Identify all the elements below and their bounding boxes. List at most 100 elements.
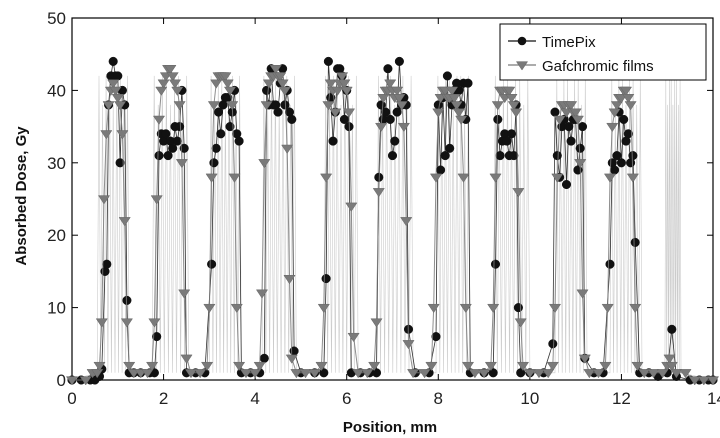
data-point-gafchromic <box>626 173 639 183</box>
data-point-gafchromic <box>507 101 520 111</box>
data-point-gafchromic <box>638 369 651 379</box>
data-point-gafchromic <box>258 159 271 169</box>
axes-group: 0 2 4 6 8 10 12 14 0 10 20 30 40 50 <box>47 9 720 408</box>
data-point-gafchromic <box>207 101 220 111</box>
data-point-gafchromic <box>100 130 113 140</box>
data-point-timepix <box>102 259 112 269</box>
data-point-gafchromic <box>107 79 120 89</box>
data-point-gafchromic <box>331 86 344 96</box>
x-tick-label: 4 <box>250 389 259 408</box>
data-point-gafchromic <box>239 369 253 379</box>
data-point-gafchromic <box>503 86 516 96</box>
data-point-timepix <box>502 136 512 146</box>
data-point-timepix <box>612 151 622 161</box>
data-point-gafchromic <box>201 361 214 372</box>
data-point-gafchromic <box>168 79 182 89</box>
data-point-timepix <box>550 107 560 117</box>
data-point-timepix <box>234 136 244 146</box>
data-point-timepix <box>623 129 633 139</box>
data-point-gafchromic <box>233 361 246 372</box>
x-tick-label: 6 <box>342 389 351 408</box>
x-tick-label: 12 <box>612 389 631 408</box>
data-point-gafchromic <box>514 318 527 328</box>
data-point-gafchromic <box>226 101 239 111</box>
data-point-gafchromic <box>150 195 163 205</box>
data-point-gafchromic <box>361 369 374 379</box>
data-point-gafchromic <box>228 173 241 183</box>
data-point-gafchromic <box>152 115 166 125</box>
plot-frame <box>71 17 714 381</box>
data-point-timepix <box>211 143 221 153</box>
data-point-gafchromic <box>146 361 159 372</box>
data-point-timepix <box>506 129 517 139</box>
data-point-timepix <box>575 143 585 153</box>
data-point-timepix <box>392 107 402 117</box>
data-point-gafchromic <box>427 303 440 314</box>
data-point-gafchromic <box>491 101 504 111</box>
data-point-gafchromic <box>118 217 131 227</box>
x-axis-label: Position, mm <box>343 419 437 436</box>
data-point-gafchromic <box>457 173 470 183</box>
data-point-gafchromic <box>400 217 413 227</box>
data-point-gafchromic <box>157 79 170 89</box>
data-point-gafchromic <box>601 303 614 314</box>
y-tick-label: 10 <box>47 299 66 318</box>
data-point-gafchromic <box>548 303 562 314</box>
data-point-gafchromic <box>194 369 207 379</box>
data-point-timepix <box>385 114 395 124</box>
data-point-gafchromic <box>249 369 262 379</box>
data-point-gafchromic <box>93 361 106 372</box>
data-point-timepix <box>442 71 452 81</box>
data-point-timepix <box>152 332 162 342</box>
data-point-gafchromic <box>391 86 404 96</box>
x-tick-label: 0 <box>67 389 76 408</box>
data-point-gafchromic <box>510 108 523 118</box>
data-point-timepix <box>390 136 400 146</box>
data-point-timepix <box>172 136 182 146</box>
data-point-timepix <box>161 129 171 139</box>
data-point-timepix <box>509 151 519 161</box>
data-point-timepix <box>168 143 178 153</box>
data-point-timepix <box>552 151 562 161</box>
data-point-gafchromic <box>342 108 356 118</box>
data-point-gafchromic <box>352 369 365 379</box>
data-point-gafchromic <box>141 369 154 379</box>
data-point-gafchromic <box>375 122 388 133</box>
data-point-timepix <box>113 71 123 81</box>
data-point-timepix <box>513 303 523 313</box>
data-point-gafchromic <box>175 159 188 169</box>
data-point-timepix <box>209 158 219 168</box>
data-point-gafchromic <box>425 361 438 372</box>
data-point-gafchromic <box>164 65 177 75</box>
y-axis-label: Absorbed Dose, Gy <box>13 126 30 266</box>
data-point-timepix <box>605 259 615 269</box>
data-point-gafchromic <box>532 369 546 379</box>
data-point-gafchromic <box>484 361 497 372</box>
data-point-gafchromic <box>166 72 179 82</box>
data-point-gafchromic <box>260 101 273 111</box>
data-point-gafchromic <box>395 101 408 111</box>
data-point-timepix <box>381 107 391 117</box>
data-point-timepix <box>619 114 629 124</box>
data-point-gafchromic <box>223 86 237 96</box>
data-point-timepix <box>207 259 217 269</box>
data-point-gafchromic <box>489 173 502 183</box>
data-point-gafchromic <box>79 376 92 386</box>
data-point-gafchromic <box>624 101 637 111</box>
data-point-gafchromic <box>299 369 312 379</box>
data-point-gafchromic <box>578 354 591 364</box>
data-point-gafchromic <box>109 86 122 96</box>
y-tick-label: 50 <box>47 9 66 28</box>
data-point-gafchromic <box>102 101 115 111</box>
legend-label: TimePix <box>542 34 596 51</box>
data-point-gafchromic <box>393 94 406 104</box>
data-point-gafchromic <box>429 173 443 183</box>
data-point-gafchromic <box>255 289 269 299</box>
data-point-gafchromic <box>210 79 223 89</box>
data-point-gafchromic <box>512 188 525 198</box>
data-point-gafchromic <box>221 79 234 89</box>
x-tick-label: 2 <box>159 389 168 408</box>
data-point-gafchromic <box>230 303 243 314</box>
data-point-timepix <box>561 179 572 190</box>
data-point-gafchromic <box>329 108 342 118</box>
